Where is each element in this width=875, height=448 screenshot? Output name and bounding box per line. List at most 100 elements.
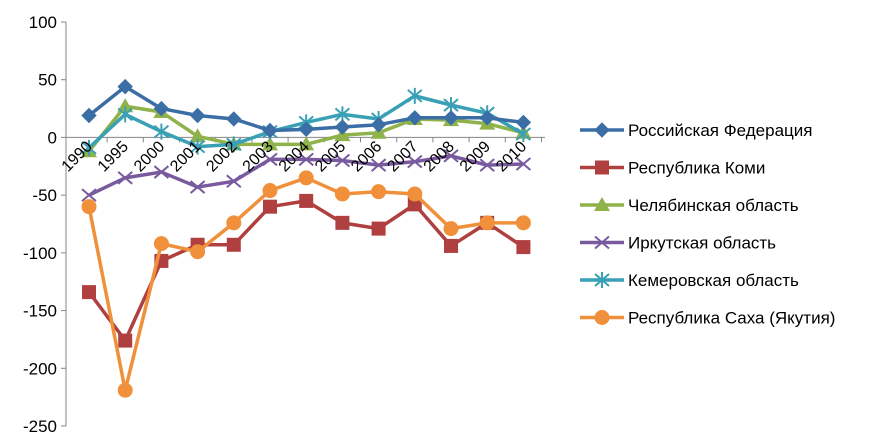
legend-marker: [594, 310, 610, 325]
data-point: [81, 107, 97, 124]
data-point: [515, 215, 531, 231]
legend-marker: [594, 235, 610, 250]
series-lines: [81, 78, 532, 398]
data-point: [334, 186, 350, 202]
data-point: [335, 215, 350, 230]
data-point: [443, 221, 459, 237]
data-point: [407, 110, 423, 126]
legend-item: Республика Коми: [580, 159, 765, 178]
data-point: [262, 122, 278, 139]
data-point: [81, 188, 97, 202]
data-point: [444, 238, 458, 253]
legend-label: Иркутская область: [628, 234, 776, 253]
x-tick-label: 2001: [167, 138, 204, 175]
legend-item: Республика Саха (Якутия): [580, 309, 835, 328]
data-point: [262, 183, 278, 199]
data-point: [479, 215, 495, 231]
legend-label: Российская Федерация: [628, 121, 812, 140]
data-point: [407, 87, 423, 104]
x-tick-label: 2005: [312, 138, 349, 175]
data-point: [516, 240, 531, 255]
data-point: [118, 333, 133, 348]
data-point: [370, 117, 387, 133]
series: [81, 149, 532, 202]
y-axis: 100 50 0 -50 -100 -150 -200 -250: [23, 13, 67, 436]
data-point: [153, 165, 170, 179]
data-point: [479, 158, 495, 172]
x-tick-label: 2010: [493, 138, 530, 175]
data-point: [298, 152, 314, 167]
x-tick-label: 1995: [95, 138, 132, 175]
legend-label: Республика Саха (Якутия): [628, 309, 835, 328]
data-point: [81, 139, 97, 156]
data-point: [443, 110, 459, 126]
data-point: [515, 114, 532, 131]
y-tick-label: -100: [23, 244, 57, 263]
series-line: [87, 176, 524, 392]
legend-label: Кемеровская область: [628, 271, 799, 290]
y-tick-label: -50: [32, 186, 57, 205]
data-point: [479, 110, 495, 126]
legend-item: Челябинская область: [580, 196, 799, 215]
data-point: [515, 157, 532, 171]
x-tick-label: 2006: [348, 138, 385, 175]
y-tick-label: 50: [38, 71, 57, 90]
data-point: [117, 98, 134, 113]
series: [81, 170, 531, 398]
legend-marker: [595, 160, 609, 175]
data-point: [298, 170, 314, 186]
series: [82, 193, 531, 348]
data-point: [190, 244, 206, 260]
legend-item: Российская Федерация: [580, 121, 812, 140]
legend: Российская Федерация Республика Коми Челяб…: [580, 121, 835, 328]
data-point: [370, 158, 387, 172]
legend-marker: [594, 122, 610, 138]
data-point: [226, 215, 242, 231]
data-point: [299, 193, 314, 208]
data-point: [189, 128, 206, 143]
y-tick-label: -250: [23, 417, 57, 436]
data-point: [262, 136, 278, 151]
data-point: [189, 107, 206, 124]
data-point: [407, 197, 422, 212]
x-tick-label: 2009: [457, 138, 494, 175]
y-tick-label: -200: [23, 359, 57, 378]
y-tick-label: -150: [23, 302, 57, 321]
legend-label: Республика Коми: [628, 159, 765, 178]
legend-item: Иркутская область: [580, 234, 776, 253]
data-point: [117, 171, 133, 185]
data-point: [334, 119, 351, 135]
data-point: [117, 382, 133, 398]
data-point: [263, 199, 277, 214]
data-point: [226, 237, 241, 252]
data-point: [153, 100, 170, 117]
data-point: [81, 199, 97, 215]
data-point: [117, 78, 133, 95]
data-point: [153, 236, 169, 252]
data-point: [153, 123, 170, 140]
data-point: [189, 180, 206, 194]
data-point: [189, 138, 206, 155]
legend-marker: [594, 272, 610, 288]
data-point: [334, 153, 351, 168]
data-point: [371, 221, 386, 236]
legend-marker: [594, 197, 610, 211]
y-tick-label: 0: [48, 128, 57, 147]
data-point: [298, 136, 315, 151]
y-tick-label: 100: [29, 13, 57, 32]
data-point: [226, 174, 242, 189]
data-point: [262, 152, 278, 167]
data-point: [443, 149, 459, 163]
data-point: [226, 111, 242, 127]
data-point: [82, 285, 96, 300]
x-tick-label: 2007: [384, 138, 421, 175]
series: [81, 78, 532, 139]
data-point: [407, 154, 423, 169]
data-point: [298, 121, 314, 138]
legend-label: Челябинская область: [628, 196, 799, 215]
data-point: [226, 136, 242, 153]
data-point: [407, 186, 423, 202]
data-point: [117, 106, 133, 123]
